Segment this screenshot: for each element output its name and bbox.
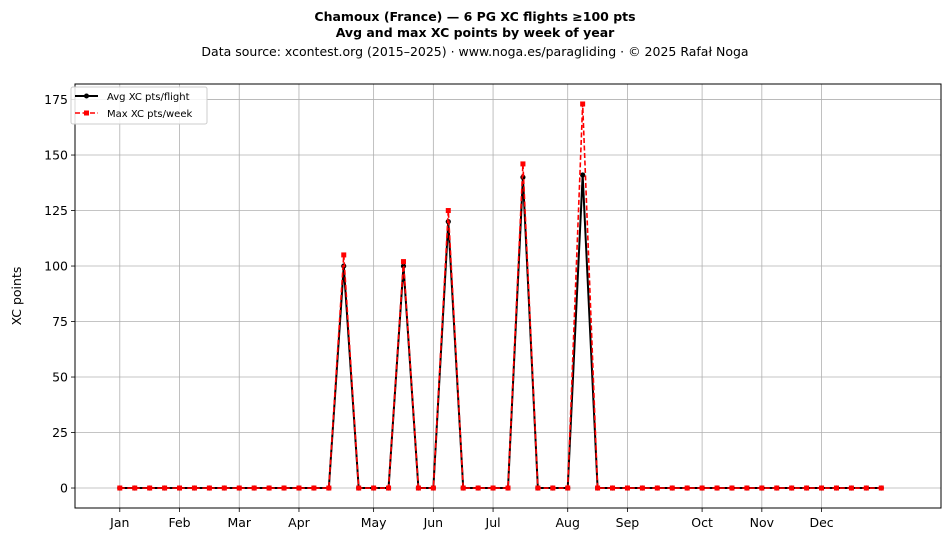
data-point-max (804, 485, 810, 491)
chart-source: Data source: xcontest.org (2015–2025) · … (201, 44, 748, 59)
legend-marker-avg (84, 93, 89, 99)
data-point-max (580, 101, 586, 107)
data-point-max (684, 485, 690, 491)
y-tick-label: 125 (44, 203, 68, 218)
data-point-max (819, 485, 825, 491)
y-tick-label: 50 (52, 370, 68, 385)
data-point-avg (400, 263, 407, 269)
x-tick-label: Dec (809, 515, 833, 530)
data-point-max (281, 485, 287, 491)
x-tick-label: Apr (288, 515, 310, 530)
data-point-max (520, 161, 526, 167)
y-tick-label: 100 (44, 259, 68, 274)
legend-label-avg: Avg XC pts/flight (107, 92, 190, 103)
x-tick-label: Mar (227, 515, 251, 530)
ticks: 0 25 50 75 100 125 150 175 Jan Feb Mar Apr May Jun Jul… (44, 92, 834, 530)
y-tick-label: 75 (52, 314, 68, 329)
data-point-max (132, 485, 138, 491)
legend-marker-max (84, 110, 89, 116)
data-point-max (386, 485, 392, 491)
data-point-max (833, 485, 839, 491)
data-point-max (669, 485, 675, 491)
x-tick-label: Jun (423, 515, 444, 530)
data-point-max (759, 485, 765, 491)
data-point-max (117, 485, 123, 491)
data-point-max (296, 485, 302, 491)
y-tick-label: 175 (44, 92, 68, 107)
data-point-max (191, 485, 197, 491)
data-point-max (789, 485, 795, 491)
data-point-max (311, 485, 317, 491)
data-point-max (848, 485, 854, 491)
series-layer (117, 101, 884, 491)
data-point-max (445, 208, 451, 214)
y-tick-label: 0 (60, 481, 68, 496)
data-point-max (774, 485, 780, 491)
data-point-max (400, 259, 406, 265)
data-point-max (460, 485, 466, 491)
data-point-max (610, 485, 616, 491)
data-point-max (624, 485, 630, 491)
data-point-max (565, 485, 571, 491)
x-tick-label: Jan (109, 515, 129, 530)
data-point-max (206, 485, 212, 491)
data-point-max (221, 485, 227, 491)
series-line-avg (119, 174, 882, 490)
chart-title: Chamoux (France) — 6 PG XC flights ≥100 … (314, 9, 635, 24)
data-point-max (147, 485, 153, 491)
y-tick-label: 25 (52, 425, 68, 440)
data-point-max (430, 485, 436, 491)
data-point-max (326, 485, 332, 491)
data-point-max (878, 485, 884, 491)
x-tick-label: Sep (616, 515, 640, 530)
y-tick-label: 150 (44, 148, 68, 163)
legend-label-max: Max XC pts/week (107, 109, 192, 120)
data-point-max (654, 485, 660, 491)
data-point-max (863, 485, 869, 491)
x-tick-label: Jul (485, 515, 501, 530)
data-point-max (371, 485, 377, 491)
plot-frame (74, 83, 942, 509)
x-tick-label: Aug (556, 515, 580, 530)
chart-subtitle: Avg and max XC points by week of year (336, 25, 615, 40)
data-point-max (729, 485, 735, 491)
data-point-max (595, 485, 601, 491)
data-point-max (356, 485, 362, 491)
data-point-max (550, 485, 556, 491)
x-tick-label: May (361, 515, 387, 530)
data-point-max (639, 485, 645, 491)
x-tick-label: Feb (168, 515, 190, 530)
data-point-max (475, 485, 481, 491)
data-point-max (162, 485, 168, 491)
data-point-max (744, 485, 750, 491)
data-point-max (251, 485, 257, 491)
x-tick-label: Nov (750, 515, 775, 530)
data-point-max (236, 485, 242, 491)
legend-box (70, 86, 208, 125)
data-point-max (177, 485, 183, 491)
data-point-avg (580, 172, 586, 178)
data-point-max (266, 485, 272, 491)
x-tick-label: Oct (691, 515, 713, 530)
data-point-max (341, 252, 347, 258)
grid (75, 84, 941, 508)
data-point-max (714, 485, 720, 491)
series-line-max (119, 103, 882, 489)
legend: Avg XC pts/flight Max XC pts/week (70, 86, 208, 125)
data-point-max (505, 485, 511, 491)
data-point-max (535, 485, 541, 491)
data-point-max (490, 485, 496, 491)
data-point-max (699, 485, 705, 491)
y-axis-label: XC points (9, 267, 24, 326)
data-point-max (415, 485, 421, 491)
